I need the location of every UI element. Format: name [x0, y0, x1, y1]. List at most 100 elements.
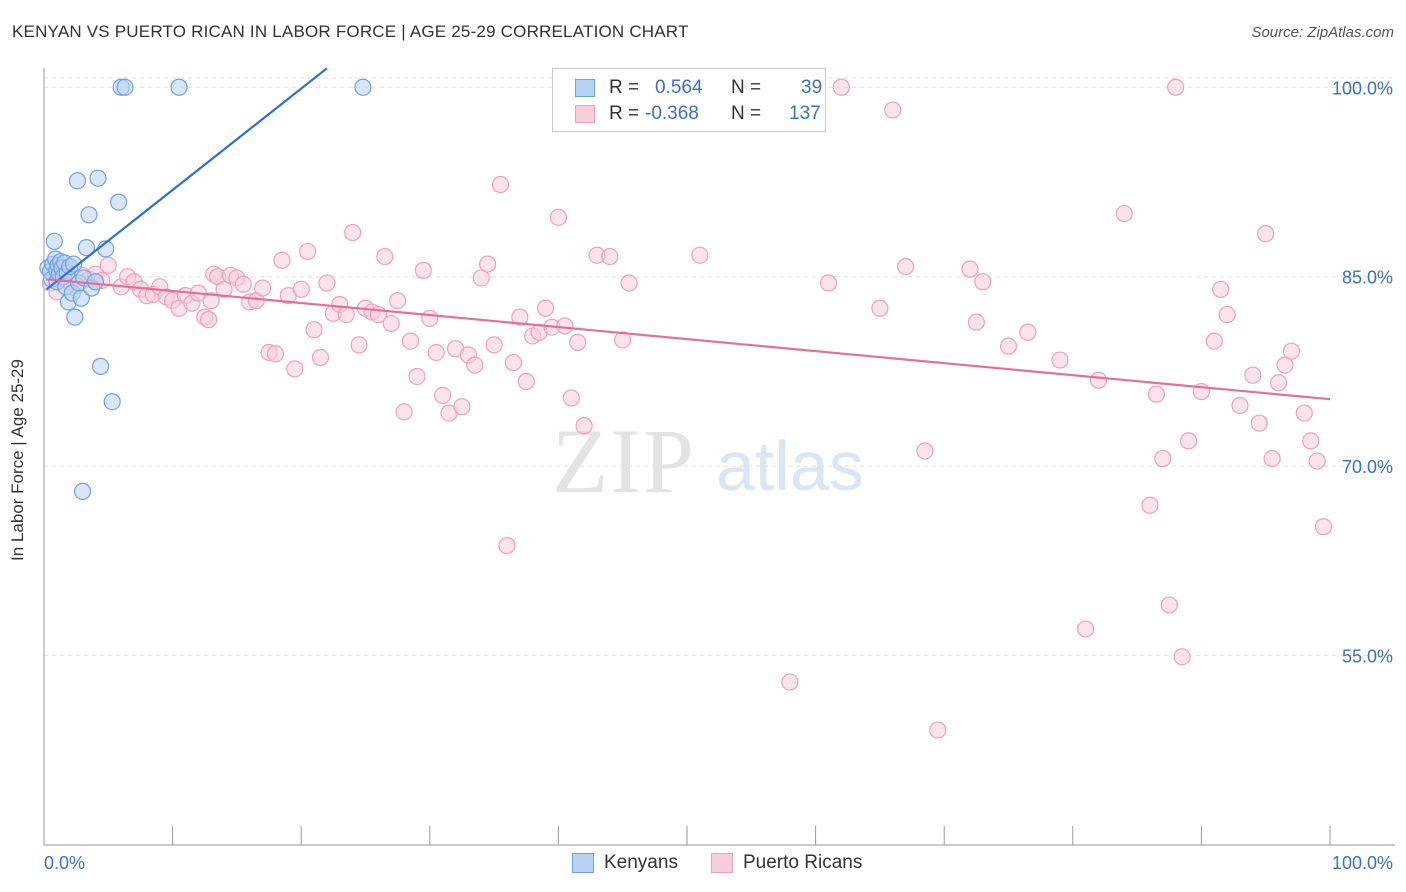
series-puerto-ricans [41, 78, 1333, 739]
puerto-rican-point [311, 348, 330, 367]
puerto-rican-point [601, 247, 619, 266]
puerto-rican-point [916, 442, 934, 460]
puerto-rican-point [395, 403, 413, 421]
puerto-rican-point [491, 175, 510, 194]
puerto-rican-point [1115, 204, 1133, 223]
puerto-rican-point [344, 223, 362, 242]
puerto-rican-point [234, 275, 252, 293]
kenyan-point [170, 78, 188, 96]
puerto-rican-point [1179, 432, 1198, 450]
watermark: ZIP atlas [552, 410, 864, 512]
n-label: N = [731, 77, 762, 98]
puerto-rican-point [1173, 648, 1191, 666]
watermark-atlas: atlas [716, 427, 864, 505]
puerto-rican-point [427, 343, 445, 362]
r-label: R = [609, 103, 640, 124]
puerto-rican-point [871, 299, 889, 317]
puerto-rican-point [1089, 371, 1108, 389]
puerto-rican-point [254, 279, 272, 297]
puerto-ricans-swatch [575, 105, 595, 123]
puerto-rican-point [974, 273, 992, 291]
puerto-rican-point [536, 299, 555, 317]
puerto-rican-point [1212, 280, 1230, 298]
puerto-rican-point [929, 721, 947, 739]
kenyans-r-value: 0.564 [655, 77, 703, 98]
puerto-rican-point [1308, 452, 1326, 470]
puerto-rican-point [337, 305, 355, 324]
y-tick-label: 100.0% [1332, 78, 1393, 98]
puerto-rican-point [202, 292, 220, 310]
puerto-rican-point [1263, 449, 1281, 468]
puerto-rican-point [999, 337, 1018, 355]
puerto-rican-point [1154, 449, 1172, 468]
kenyan-point [73, 482, 92, 500]
puerto-rican-point [299, 242, 317, 261]
kenyans-legend-label: Kenyans [604, 852, 678, 873]
puerto-rican-point [504, 353, 522, 372]
puerto-rican-point [1302, 432, 1320, 450]
kenyan-point [354, 78, 372, 96]
puerto-rican-point [1314, 518, 1333, 536]
puerto-rican-point [1269, 374, 1288, 392]
puerto-rican-point [485, 336, 503, 354]
puerto-rican-point [1276, 356, 1294, 374]
puerto-ricans-n-value: 137 [789, 103, 821, 124]
puerto-rican-point [434, 386, 452, 405]
kenyan-point [109, 193, 128, 211]
puerto-rican-point [1218, 305, 1236, 324]
puerto-rican-point [832, 78, 850, 96]
puerto-rican-point [99, 256, 117, 274]
kenyan-point [89, 169, 107, 187]
r-label: R = [609, 77, 640, 98]
puerto-rican-point [897, 257, 915, 276]
kenyans-trend-line [45, 67, 328, 291]
puerto-rican-point [376, 247, 394, 266]
puerto-rican-point [1257, 225, 1275, 243]
kenyan-point [45, 232, 63, 250]
chart-title: KENYAN VS PUERTO RICAN IN LABOR FORCE | … [12, 22, 689, 41]
puerto-rican-point [273, 251, 291, 269]
kenyan-point [72, 289, 90, 307]
puerto-rican-point [614, 331, 632, 349]
puerto-rican-point [967, 313, 985, 331]
puerto-rican-point [318, 274, 336, 292]
puerto-rican-point [382, 314, 400, 333]
axes [43, 68, 1395, 846]
kenyans-n-value: 39 [801, 77, 823, 98]
puerto-rican-point [292, 280, 310, 298]
kenyan-point [86, 273, 105, 291]
kenyan-point [77, 239, 96, 257]
watermark-zip: ZIP [552, 410, 696, 512]
y-tick-label: 55.0% [1342, 647, 1393, 667]
trend-lines [45, 67, 1331, 401]
puerto-rican-point [408, 367, 426, 386]
puerto-rican-point [1244, 366, 1262, 384]
puerto-rican-point [1282, 342, 1301, 360]
puerto-ricans-trend-line [46, 278, 1331, 401]
kenyan-point [80, 206, 98, 224]
puerto-rican-point [389, 292, 407, 310]
puerto-rican-point [421, 309, 439, 327]
puerto-ricans-r-value: -0.368 [645, 103, 699, 124]
puerto-rican-point [453, 398, 471, 416]
puerto-rican-point [215, 280, 233, 298]
puerto-rican-point [556, 317, 574, 335]
puerto-ricans-legend-swatch [711, 853, 733, 873]
puerto-rican-point [305, 321, 323, 339]
puerto-rican-point [511, 308, 529, 326]
kenyan-point [91, 357, 110, 375]
y-tick-label: 85.0% [1342, 268, 1393, 288]
puerto-rican-point [819, 274, 838, 292]
puerto-rican-point [691, 246, 709, 264]
puerto-rican-point [569, 333, 587, 351]
puerto-rican-point [1147, 385, 1165, 403]
kenyans-swatch [575, 79, 595, 97]
source-credit: Source: ZipAtlas.com [1251, 24, 1394, 41]
puerto-rican-point [1205, 332, 1223, 350]
puerto-rican-point [1077, 620, 1095, 638]
puerto-rican-point [781, 673, 799, 691]
puerto-rican-point [1160, 596, 1178, 614]
y-axis-label: In Labor Force | Age 25-29 [8, 359, 27, 561]
kenyan-point [103, 393, 121, 411]
